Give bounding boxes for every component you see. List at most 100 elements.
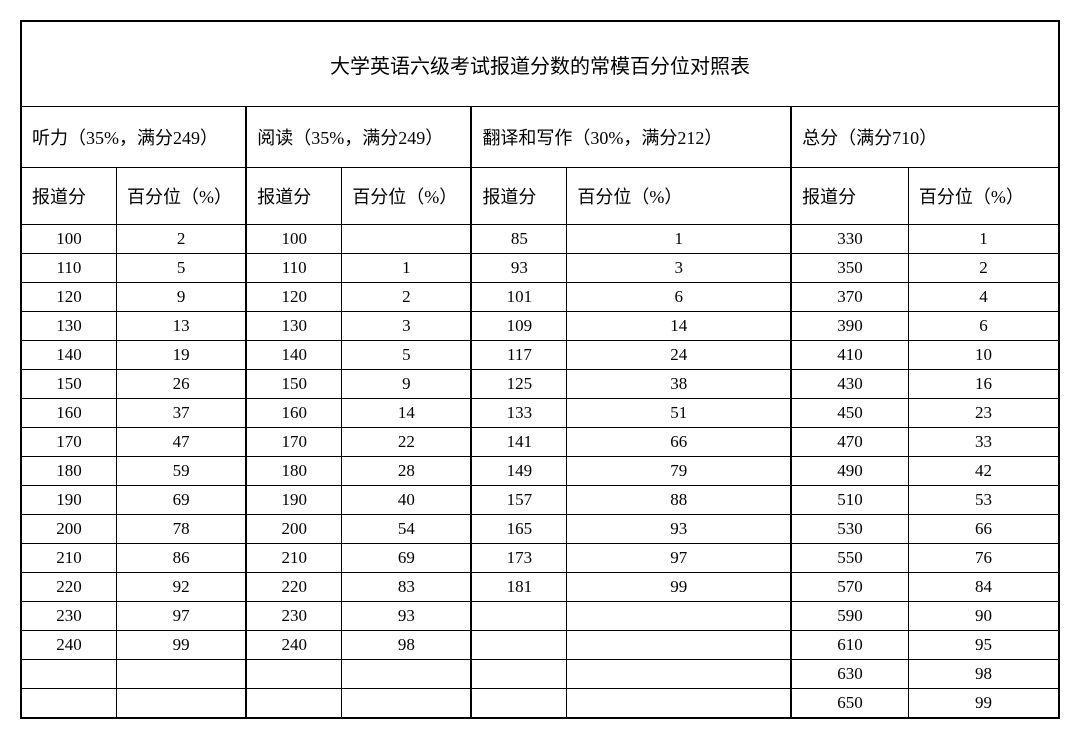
data-cell bbox=[116, 689, 246, 719]
data-cell: 14 bbox=[342, 399, 472, 428]
data-cell: 98 bbox=[908, 660, 1059, 689]
data-cell: 42 bbox=[908, 457, 1059, 486]
data-cell bbox=[246, 689, 341, 719]
data-cell: 51 bbox=[567, 399, 791, 428]
data-cell bbox=[471, 602, 566, 631]
data-cell: 130 bbox=[246, 312, 341, 341]
data-cell: 13 bbox=[116, 312, 246, 341]
data-cell bbox=[21, 689, 116, 719]
data-cell: 47 bbox=[116, 428, 246, 457]
data-cell: 40 bbox=[342, 486, 472, 515]
data-cell: 3 bbox=[342, 312, 472, 341]
percentile-table: 大学英语六级考试报道分数的常模百分位对照表 听力（35%，满分249） 阅读（3… bbox=[20, 20, 1060, 719]
section-writing: 翻译和写作（30%，满分212） bbox=[471, 107, 791, 168]
table-row: 65099 bbox=[21, 689, 1059, 719]
data-cell: 510 bbox=[791, 486, 908, 515]
data-cell: 6 bbox=[567, 283, 791, 312]
data-cell: 230 bbox=[246, 602, 341, 631]
sub-score-2: 报道分 bbox=[471, 168, 566, 225]
sub-pct-1: 百分位（%） bbox=[342, 168, 472, 225]
data-cell: 101 bbox=[471, 283, 566, 312]
data-cell: 133 bbox=[471, 399, 566, 428]
data-cell: 23 bbox=[908, 399, 1059, 428]
data-cell: 350 bbox=[791, 254, 908, 283]
data-cell: 100 bbox=[246, 225, 341, 254]
data-cell bbox=[246, 660, 341, 689]
data-cell: 173 bbox=[471, 544, 566, 573]
data-cell: 6 bbox=[908, 312, 1059, 341]
table-row: 17047170221416647033 bbox=[21, 428, 1059, 457]
data-cell: 26 bbox=[116, 370, 246, 399]
data-cell bbox=[116, 660, 246, 689]
data-cell bbox=[342, 225, 472, 254]
data-cell: 66 bbox=[567, 428, 791, 457]
data-cell: 66 bbox=[908, 515, 1059, 544]
data-cell bbox=[567, 660, 791, 689]
data-cell: 160 bbox=[21, 399, 116, 428]
data-cell: 4 bbox=[908, 283, 1059, 312]
data-cell: 220 bbox=[246, 573, 341, 602]
data-cell: 110 bbox=[21, 254, 116, 283]
data-cell: 28 bbox=[342, 457, 472, 486]
data-cell: 92 bbox=[116, 573, 246, 602]
data-cell: 99 bbox=[116, 631, 246, 660]
data-cell: 5 bbox=[342, 341, 472, 370]
data-cell: 570 bbox=[791, 573, 908, 602]
data-cell: 180 bbox=[246, 457, 341, 486]
data-body: 1002100851330111051101933350212091202101… bbox=[21, 225, 1059, 719]
data-cell: 38 bbox=[567, 370, 791, 399]
data-cell: 16 bbox=[908, 370, 1059, 399]
data-cell: 97 bbox=[567, 544, 791, 573]
data-cell: 53 bbox=[908, 486, 1059, 515]
data-cell: 78 bbox=[116, 515, 246, 544]
data-cell: 141 bbox=[471, 428, 566, 457]
data-cell: 33 bbox=[908, 428, 1059, 457]
data-cell: 157 bbox=[471, 486, 566, 515]
data-cell: 99 bbox=[908, 689, 1059, 719]
data-cell: 140 bbox=[246, 341, 341, 370]
data-cell: 19 bbox=[116, 341, 246, 370]
sub-pct-0: 百分位（%） bbox=[116, 168, 246, 225]
data-cell: 37 bbox=[116, 399, 246, 428]
data-cell: 590 bbox=[791, 602, 908, 631]
data-cell: 9 bbox=[342, 370, 472, 399]
data-cell: 2 bbox=[908, 254, 1059, 283]
table-row: 1502615091253843016 bbox=[21, 370, 1059, 399]
data-cell: 450 bbox=[791, 399, 908, 428]
data-cell: 54 bbox=[342, 515, 472, 544]
data-cell: 3 bbox=[567, 254, 791, 283]
data-cell: 22 bbox=[342, 428, 472, 457]
sub-pct-2: 百分位（%） bbox=[567, 168, 791, 225]
data-cell: 95 bbox=[908, 631, 1059, 660]
data-cell: 150 bbox=[246, 370, 341, 399]
table-row: 10021008513301 bbox=[21, 225, 1059, 254]
data-cell: 9 bbox=[116, 283, 246, 312]
table-row: 19069190401578851053 bbox=[21, 486, 1059, 515]
data-cell: 240 bbox=[21, 631, 116, 660]
data-cell: 240 bbox=[246, 631, 341, 660]
data-cell: 190 bbox=[246, 486, 341, 515]
data-cell: 430 bbox=[791, 370, 908, 399]
table-row: 22092220831819957084 bbox=[21, 573, 1059, 602]
title-row: 大学英语六级考试报道分数的常模百分位对照表 bbox=[21, 21, 1059, 107]
sub-score-1: 报道分 bbox=[246, 168, 341, 225]
data-cell: 220 bbox=[21, 573, 116, 602]
data-cell bbox=[471, 660, 566, 689]
data-cell: 125 bbox=[471, 370, 566, 399]
data-cell: 84 bbox=[908, 573, 1059, 602]
data-cell bbox=[567, 689, 791, 719]
data-cell: 10 bbox=[908, 341, 1059, 370]
data-cell: 2 bbox=[342, 283, 472, 312]
data-cell: 5 bbox=[116, 254, 246, 283]
data-cell: 69 bbox=[342, 544, 472, 573]
data-cell: 85 bbox=[471, 225, 566, 254]
data-cell: 410 bbox=[791, 341, 908, 370]
percentile-table-container: 大学英语六级考试报道分数的常模百分位对照表 听力（35%，满分249） 阅读（3… bbox=[20, 20, 1060, 719]
data-cell: 210 bbox=[21, 544, 116, 573]
data-cell: 14 bbox=[567, 312, 791, 341]
data-cell: 130 bbox=[21, 312, 116, 341]
data-cell bbox=[567, 631, 791, 660]
data-cell: 59 bbox=[116, 457, 246, 486]
data-cell: 190 bbox=[21, 486, 116, 515]
data-cell bbox=[567, 602, 791, 631]
